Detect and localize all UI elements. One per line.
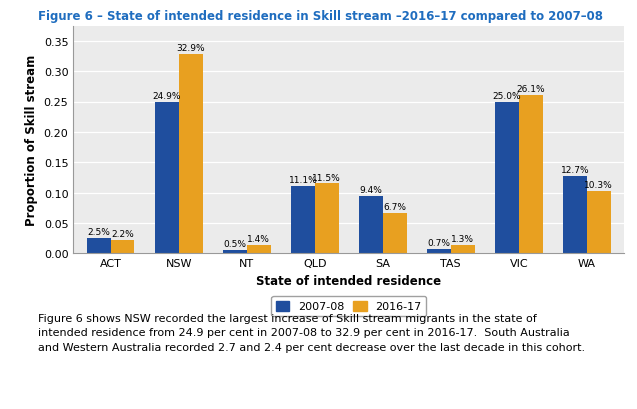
Text: 25.0%: 25.0% — [492, 92, 521, 101]
Bar — [383, 213, 406, 254]
Bar — [563, 177, 587, 254]
Bar — [427, 249, 451, 254]
Text: 0.5%: 0.5% — [224, 240, 247, 249]
Text: 2.5%: 2.5% — [87, 228, 110, 237]
Text: 9.4%: 9.4% — [359, 186, 382, 195]
Bar — [179, 54, 203, 254]
Text: 2.2%: 2.2% — [111, 229, 134, 238]
Text: Figure 6 shows NSW recorded the largest increase of Skill stream migrants in the: Figure 6 shows NSW recorded the largest … — [38, 313, 585, 353]
Bar — [247, 245, 271, 254]
Text: 1.4%: 1.4% — [247, 234, 270, 243]
Bar — [111, 240, 134, 254]
Text: 11.5%: 11.5% — [312, 173, 341, 182]
Text: 12.7%: 12.7% — [561, 166, 589, 175]
Bar — [451, 246, 475, 254]
Text: 24.9%: 24.9% — [152, 92, 181, 101]
Bar — [495, 102, 519, 254]
Bar — [291, 187, 315, 254]
Text: 6.7%: 6.7% — [383, 202, 406, 211]
Bar — [519, 96, 543, 254]
Text: 1.3%: 1.3% — [451, 235, 474, 244]
Bar — [87, 238, 111, 254]
Text: Figure 6 – State of intended residence in Skill stream –2016–17 compared to 2007: Figure 6 – State of intended residence i… — [38, 10, 603, 23]
Bar — [315, 184, 338, 254]
Y-axis label: Proportion of Skill stream: Proportion of Skill stream — [25, 55, 38, 225]
Text: 11.1%: 11.1% — [289, 175, 317, 184]
Bar — [359, 197, 383, 254]
Text: 10.3%: 10.3% — [584, 180, 613, 189]
Bar — [155, 103, 179, 254]
Bar — [587, 191, 611, 254]
Text: 0.7%: 0.7% — [427, 238, 450, 247]
Legend: 2007-08, 2016-17: 2007-08, 2016-17 — [271, 297, 426, 316]
Text: 26.1%: 26.1% — [517, 85, 545, 94]
Text: 32.9%: 32.9% — [176, 44, 205, 53]
X-axis label: State of intended residence: State of intended residence — [256, 274, 441, 287]
Bar — [223, 251, 247, 254]
